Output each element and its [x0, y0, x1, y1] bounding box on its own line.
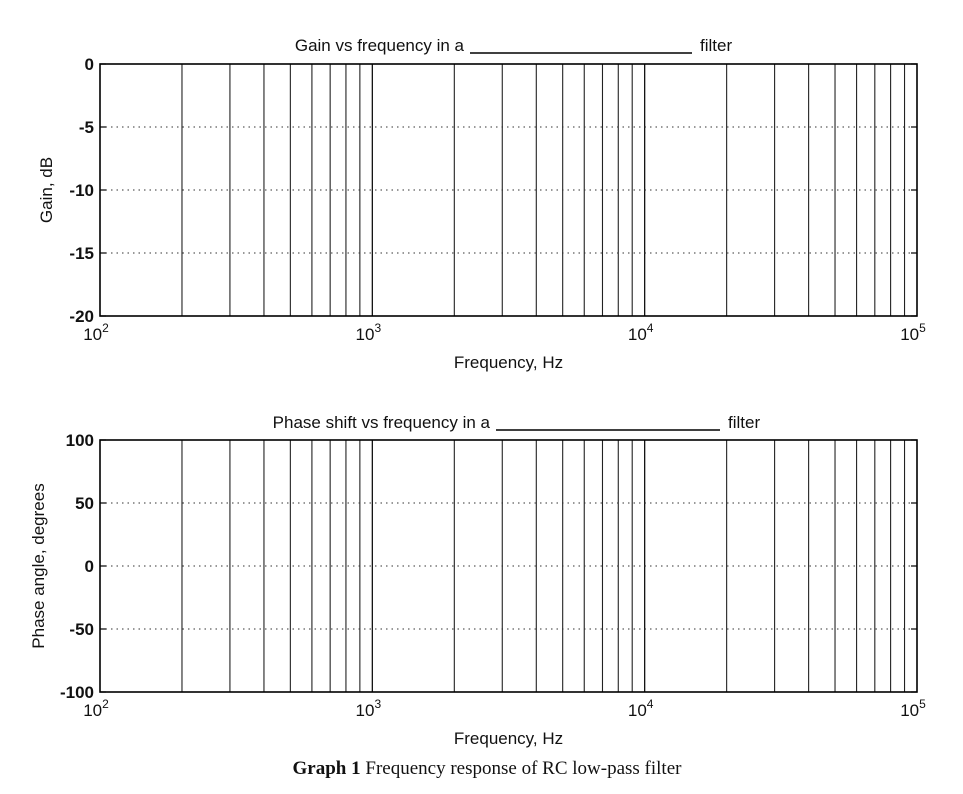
chart-title-suffix: filter: [700, 36, 732, 55]
x-tick-exponent: 2: [102, 697, 109, 711]
horizontal-grid: [100, 502, 917, 630]
x-tick-label: 102: [83, 321, 109, 344]
y-tick-label: -20: [69, 307, 94, 326]
x-tick-base: 10: [356, 701, 375, 720]
x-tick-label: 103: [356, 321, 382, 344]
x-tick-label: 103: [356, 697, 382, 720]
caption-label: Graph 1: [293, 758, 361, 779]
x-axis-label: Frequency, Hz: [454, 353, 563, 372]
y-axis-label: Phase angle, degrees: [29, 483, 48, 648]
x-tick-base: 10: [356, 325, 375, 344]
y-tick-label: 0: [85, 55, 94, 74]
chart-title: Gain vs frequency in a: [295, 36, 465, 55]
x-tick-base: 10: [83, 701, 102, 720]
caption-text: Frequency response of RC low-pass filter: [361, 758, 682, 779]
x-tick-exponent: 5: [919, 321, 926, 335]
x-tick-base: 10: [900, 701, 919, 720]
y-tick-label: -10: [69, 181, 94, 200]
x-tick-exponent: 3: [374, 321, 381, 335]
y-tick-label: 50: [75, 494, 94, 513]
x-tick-exponent: 4: [647, 321, 654, 335]
y-tick-label: -50: [69, 620, 94, 639]
x-tick-label: 104: [628, 321, 654, 344]
x-tick-base: 10: [83, 325, 102, 344]
x-tick-exponent: 3: [374, 697, 381, 711]
chart-title: Phase shift vs frequency in a: [273, 413, 491, 432]
figure-caption: Graph 1 Frequency response of RC low-pas…: [293, 758, 683, 779]
x-tick-label: 102: [83, 697, 109, 720]
y-tick-label: -100: [60, 683, 94, 702]
x-tick-exponent: 5: [919, 697, 926, 711]
y-tick-label: -15: [69, 244, 94, 263]
x-axis-label: Frequency, Hz: [454, 729, 563, 748]
vertical-grid: [181, 440, 906, 692]
x-tick-label: 105: [900, 697, 926, 720]
y-axis-label: Gain, dB: [37, 157, 56, 223]
y-tick-label: -5: [79, 118, 94, 137]
x-tick-base: 10: [628, 701, 647, 720]
x-tick-exponent: 4: [647, 697, 654, 711]
x-tick-base: 10: [900, 325, 919, 344]
y-tick-label: 0: [85, 557, 94, 576]
horizontal-grid: [100, 126, 917, 254]
y-tick-label: 100: [66, 431, 94, 450]
x-tick-label: 105: [900, 321, 926, 344]
x-tick-label: 104: [628, 697, 654, 720]
x-tick-exponent: 2: [102, 321, 109, 335]
x-tick-base: 10: [628, 325, 647, 344]
chart-title-suffix: filter: [728, 413, 760, 432]
